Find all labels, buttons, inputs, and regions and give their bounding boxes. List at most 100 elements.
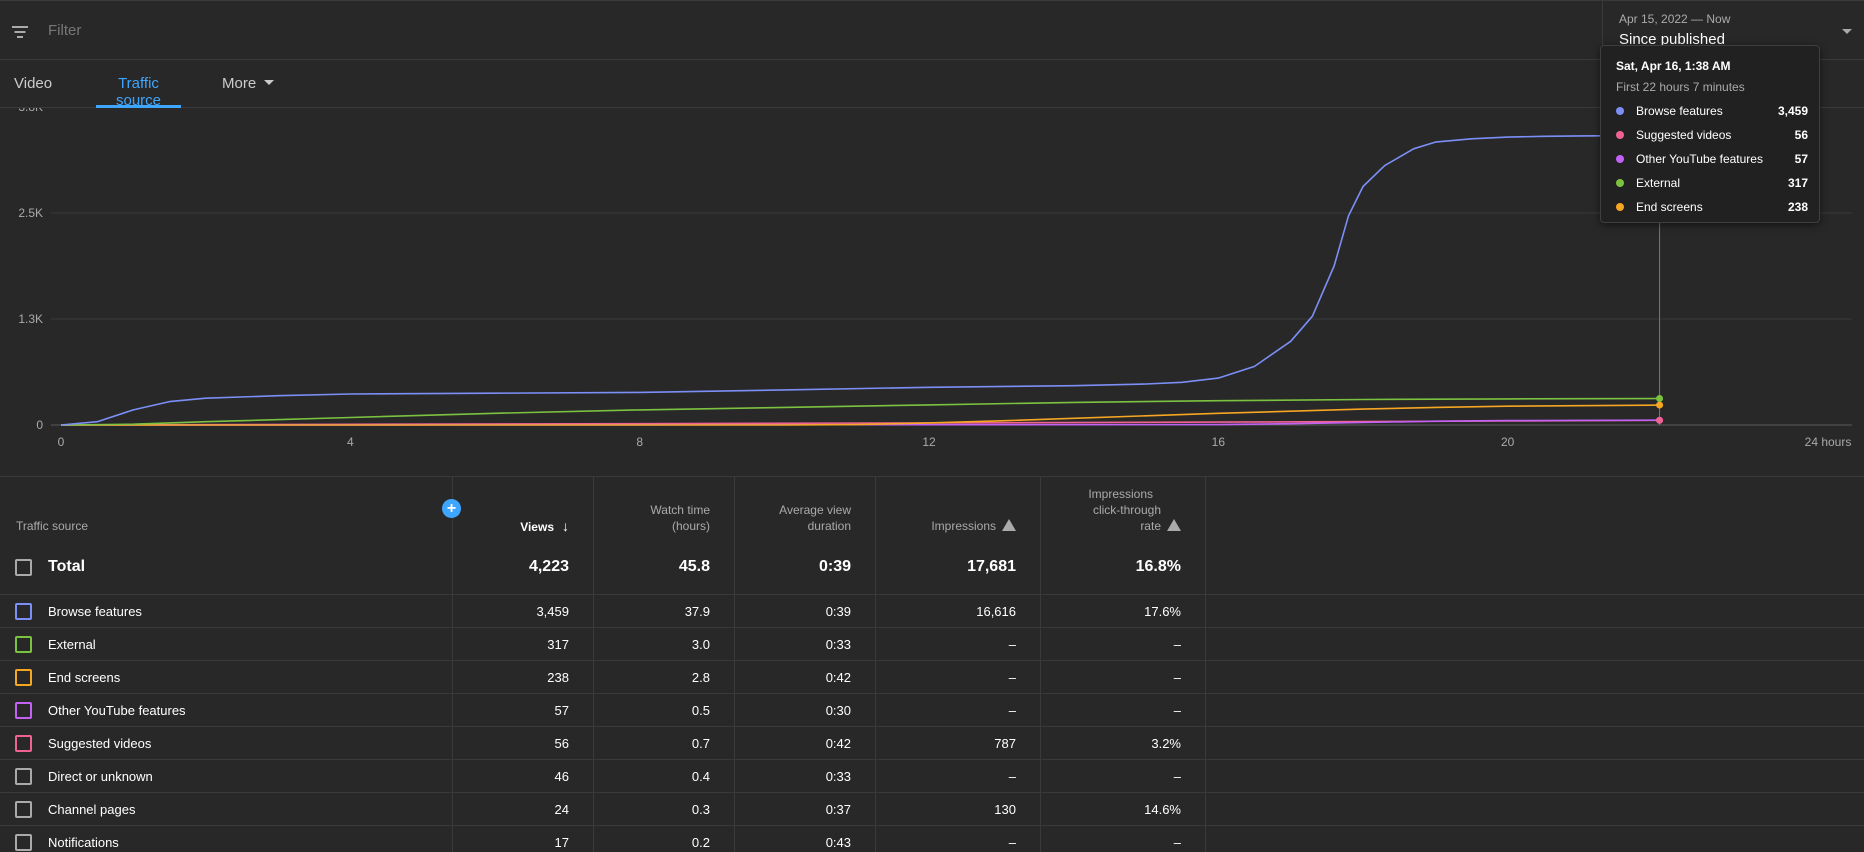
cell-ctr: 17.6% (1144, 604, 1181, 619)
table-row[interactable]: Other YouTube features 57 0.5 0:30 – – (0, 694, 1864, 727)
table-row[interactable]: Notifications 17 0.2 0:43 – – (0, 826, 1864, 852)
tooltip-subtitle: First 22 hours 7 minutes (1616, 80, 1745, 94)
sort-down-icon: ↓ (562, 518, 569, 534)
filter-icon[interactable] (11, 26, 29, 38)
traffic-line-chart[interactable]: 0 1.3K 2.5K 3.8K 0 4 8 12 16 20 24 hours (0, 108, 1864, 476)
header-watch-time-line1: Watch time (650, 503, 710, 517)
cell-impressions: – (1008, 703, 1016, 718)
series-point-end-screens (1656, 401, 1664, 409)
cell-ctr: – (1173, 637, 1181, 652)
row-checkbox[interactable] (15, 834, 32, 851)
table-row-total: Total 4,223 45.8 0:39 17,681 16.8% (0, 541, 1864, 595)
tab-more-label: More (222, 75, 257, 92)
series-line-end-screens (61, 404, 1660, 426)
tooltip-title: Sat, Apr 16, 1:38 AM (1616, 59, 1731, 73)
cell-avg-duration: 0:37 (825, 802, 851, 817)
row-checkbox[interactable] (15, 735, 32, 752)
cell-views: 46 (554, 769, 569, 784)
tooltip-item: End screens 238 (1616, 199, 1808, 215)
tooltip-item-value: 57 (1794, 152, 1808, 166)
cell-views: 17 (554, 835, 569, 850)
header-ctr-line3-label: rate (1140, 519, 1161, 533)
x-tick-label: 4 (347, 435, 354, 449)
column-divider (1205, 477, 1206, 852)
cell-impressions: 16,616 (976, 604, 1016, 619)
row-checkbox[interactable] (15, 702, 32, 719)
y-tick-label: 2.5K (18, 206, 43, 220)
row-checkbox[interactable] (15, 559, 32, 576)
tooltip-item-value: 3,459 (1777, 104, 1808, 118)
table-row[interactable]: External 317 3.0 0:33 – – (0, 628, 1864, 661)
tooltip-item-label: Browse features (1636, 104, 1723, 118)
cell-ctr: 3.2% (1151, 736, 1181, 751)
tooltip-item-value: 238 (1787, 200, 1808, 214)
cell-impressions: 787 (994, 736, 1016, 751)
row-checkbox[interactable] (15, 636, 32, 653)
series-point-suggested-videos (1656, 416, 1664, 424)
cell-avg-duration: 0:42 (825, 736, 851, 751)
date-range-selector[interactable]: Apr 15, 2022 — Now Since published (1602, 1, 1864, 60)
cell-avg-duration: 0:39 (825, 604, 851, 619)
header-avg-line2: duration (807, 519, 851, 533)
row-name: Notifications (48, 835, 119, 850)
table-row[interactable]: Browse features 3,459 37.9 0:39 16,616 17.6% (0, 595, 1864, 628)
header-watch-time-line2: (hours) (671, 519, 710, 533)
table-row[interactable]: Channel pages 24 0.3 0:37 130 14.6% (0, 793, 1864, 826)
cell-watch-time: 0.5 (691, 703, 710, 718)
date-range-label: Since published (1619, 31, 1725, 48)
warning-icon[interactable] (1002, 519, 1016, 531)
cell-watch-time: 0.7 (691, 736, 710, 751)
column-divider (452, 477, 453, 852)
header-ctr[interactable]: Impressions click-through rate (1088, 486, 1181, 534)
series-line-browse-features (60, 134, 1660, 426)
header-views[interactable]: Views ↓ (520, 518, 569, 535)
filter-bar: Filter Apr 15, 2022 — Now Since publishe… (0, 0, 1864, 60)
cell-views: 4,223 (528, 558, 569, 575)
tab-more[interactable]: More (222, 75, 275, 108)
header-impressions[interactable]: Impressions (931, 518, 1016, 534)
tooltip-item-label: Suggested videos (1636, 128, 1732, 142)
cell-watch-time: 2.8 (691, 670, 710, 685)
row-checkbox[interactable] (15, 603, 32, 620)
traffic-source-table: Traffic source + Views ↓ Watch time (hours… (0, 476, 1864, 852)
cell-impressions: – (1008, 835, 1016, 850)
row-name: Channel pages (48, 802, 136, 817)
warning-icon[interactable] (1167, 519, 1181, 531)
date-range-dates: Apr 15, 2022 — Now (1619, 12, 1731, 26)
series-line-other-youtube-features (60, 419, 1660, 426)
table-row[interactable]: Direct or unknown 46 0.4 0:33 – – (0, 760, 1864, 793)
x-tick-label: 24 hours (1805, 435, 1852, 449)
table-row[interactable]: End screens 238 2.8 0:42 – – (0, 661, 1864, 694)
filter-input[interactable]: Filter (48, 22, 82, 39)
series-line-external (60, 397, 1660, 426)
table-row[interactable]: Suggested videos 56 0.7 0:42 787 3.2% (0, 727, 1864, 760)
add-metric-button[interactable]: + (442, 499, 461, 518)
cell-ctr: 14.6% (1144, 802, 1181, 817)
cell-avg-duration: 0:30 (825, 703, 851, 718)
x-tick-label: 16 (1212, 435, 1226, 449)
tooltip-item: Other YouTube features 57 (1616, 151, 1808, 167)
tab-video[interactable]: Video (14, 75, 53, 92)
cell-impressions: 17,681 (967, 558, 1016, 575)
header-watch-time[interactable]: Watch time (hours) (650, 502, 710, 534)
row-checkbox[interactable] (15, 768, 32, 785)
column-divider (593, 477, 594, 852)
row-checkbox[interactable] (15, 801, 32, 818)
chart-tooltip: Sat, Apr 16, 1:38 AM First 22 hours 7 mi… (1600, 45, 1820, 223)
row-checkbox[interactable] (15, 669, 32, 686)
cell-avg-duration: 0:33 (825, 769, 851, 784)
tab-traffic-source[interactable]: Traffic source (96, 75, 181, 109)
cell-views: 317 (547, 637, 569, 652)
series-dot (1616, 203, 1624, 211)
header-avg-view-duration[interactable]: Average view duration (779, 502, 851, 534)
tooltip-item-label: End screens (1636, 200, 1703, 214)
column-divider (875, 477, 876, 852)
series-point-external (1656, 394, 1664, 402)
cell-watch-time: 45.8 (678, 558, 710, 575)
tooltip-item-value: 56 (1794, 128, 1808, 142)
header-ctr-line1: Impressions (1088, 487, 1153, 501)
cell-avg-duration: 0:33 (825, 637, 851, 652)
cell-watch-time: 37.9 (684, 604, 710, 619)
header-ctr-line2: click-through (1092, 503, 1161, 517)
tooltip-item-label: Other YouTube features (1636, 152, 1763, 166)
